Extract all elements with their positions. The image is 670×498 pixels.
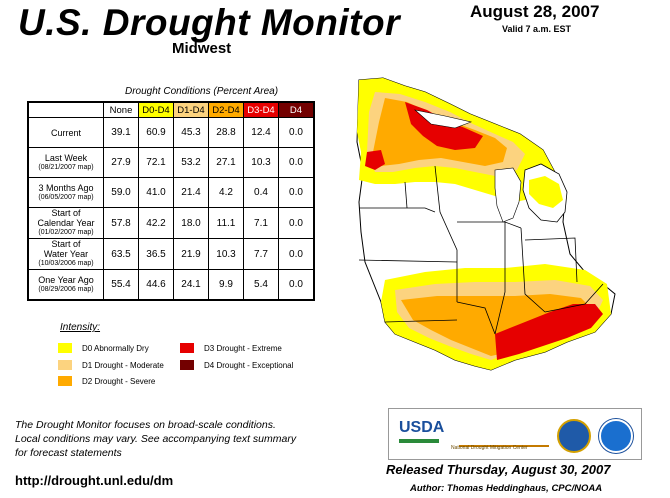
row-label: One Year Ago (08/29/2006 map) [27,269,104,301]
author: Author: Thomas Heddinghaus, CPC/NOAA [410,483,603,494]
col-header-d1-d4: D1-D4 [173,101,209,118]
map-title: U.S. Drought Monitor [18,2,400,43]
legend-swatch [58,343,72,353]
col-header-d0-d4: D0-D4 [138,101,174,118]
table-row: 3 Months Ago (06/05/2007 map) 59.0 41.0 2… [27,177,315,208]
map-date: August 28, 2007 [470,2,600,21]
table-cell: 41.0 [138,177,174,208]
note-line: The Drought Monitor focuses on broad-sca… [15,419,276,431]
row-label: Start of Calendar Year (01/02/2007 map) [27,207,104,239]
table-row: Current 39.1 60.9 45.3 28.8 12.4 0.0 [27,117,315,148]
legend-item-d2: D2 Drought - Severe [58,376,155,386]
lake-michigan [494,167,522,223]
commerce-seal-icon [557,419,591,453]
col-header-none: None [103,101,139,118]
table-cell: 60.9 [138,117,174,148]
legend-label: D1 Drought - Moderate [82,360,164,370]
legend-item-d3: D3 Drought - Extreme [180,343,282,353]
table-cell: 0.0 [278,269,315,301]
ndmc-logo: National Drought Mitigation Center [451,445,528,451]
table-cell: 21.9 [173,238,209,270]
usda-logo-stripe [399,439,439,443]
table-cell: 10.3 [243,147,279,178]
table-cell: 12.4 [243,117,279,148]
table-cell: 45.3 [173,117,209,148]
table-cell: 24.1 [173,269,209,301]
table-row: Start of Calendar Year (01/02/2007 map) 5… [27,207,315,239]
legend-label: D4 Drought - Exceptional [204,360,294,370]
legend-swatch [180,343,194,353]
legend-item-d1: D1 Drought - Moderate [58,360,164,370]
table-cell: 72.1 [138,147,174,178]
drought-stats-table: None D0-D4 D1-D4 D2-D4 D3-D4 D4 Current … [27,101,315,301]
table-cell: 9.9 [208,269,244,301]
legend-label: D3 Drought - Extreme [204,343,282,353]
legend-title: Intensity: [60,322,101,333]
lake-superior [413,109,473,129]
table-cell: 42.2 [138,207,174,239]
table-cell: 57.8 [103,207,139,239]
table-cell: 7.7 [243,238,279,270]
footer-note: The Drought Monitor focuses on broad-sca… [15,418,296,460]
table-caption: Drought Conditions (Percent Area) [125,86,279,97]
table-row: One Year Ago (08/29/2006 map) 55.4 44.6 2… [27,269,315,301]
table-cell: 59.0 [103,177,139,208]
table-row: Last Week (08/21/2007 map) 27.9 72.1 53.2… [27,147,315,178]
d0-michigan [529,176,563,208]
table-cell: 0.4 [243,177,279,208]
table-cell: 7.1 [243,207,279,239]
row-label: Current [27,117,104,148]
table-cell: 27.9 [103,147,139,178]
region-name: Midwest [172,40,232,57]
website-link[interactable]: http://drought.unl.edu/dm [15,473,174,488]
state-borders [358,165,604,335]
usda-logo: USDA [399,419,445,436]
table-cell: 5.4 [243,269,279,301]
col-header-d2-d4: D2-D4 [208,101,244,118]
table-cell: 18.0 [173,207,209,239]
row-label: Start of Water Year (10/03/2006 map) [27,238,104,270]
table-cell: 11.1 [208,207,244,239]
table-cell: 39.1 [103,117,139,148]
table-header-row: None D0-D4 D1-D4 D2-D4 D3-D4 D4 [28,101,315,118]
table-corner [28,102,104,118]
col-header-d4: D4 [278,101,315,118]
table-cell: 44.6 [138,269,174,301]
table-row: Start of Water Year (10/03/2006 map) 63.5… [27,238,315,270]
noaa-logo-icon [599,419,633,453]
legend-swatch [180,360,194,370]
table-cell: 0.0 [278,147,315,178]
d3-south [495,304,603,360]
table-cell: 0.0 [278,207,315,239]
table-cell: 55.4 [103,269,139,301]
partner-logos: USDA National Drought Mitigation Center [388,408,642,460]
d3-wisconsin [365,150,385,170]
legend-label: D2 Drought - Severe [82,376,156,386]
legend-swatch [58,360,72,370]
note-line: Local conditions may vary. See accompany… [15,433,297,445]
note-line: for forecast statements [15,447,122,459]
table-cell: 10.3 [208,238,244,270]
row-label: 3 Months Ago (06/05/2007 map) [27,177,104,208]
table-cell: 4.2 [208,177,244,208]
table-cell: 63.5 [103,238,139,270]
legend-label: D0 Abnormally Dry [82,343,149,353]
table-cell: 0.0 [278,238,315,270]
drought-map [356,77,616,371]
table-cell: 28.8 [208,117,244,148]
table-cell: 21.4 [173,177,209,208]
legend-item-d0: D0 Abnormally Dry [58,343,149,353]
table-cell: 27.1 [208,147,244,178]
row-label: Last Week (08/21/2007 map) [27,147,104,178]
legend-item-d4: D4 Drought - Exceptional [180,360,293,370]
legend-swatch [58,376,72,386]
table-cell: 0.0 [278,177,315,208]
col-header-d3-d4: D3-D4 [243,101,279,118]
table-cell: 36.5 [138,238,174,270]
table-cell: 53.2 [173,147,209,178]
release-date: Released Thursday, August 30, 2007 [386,462,611,477]
ndmc-logo-graphic [459,419,549,447]
table-cell: 0.0 [278,117,315,148]
valid-time: Valid 7 a.m. EST [502,24,572,34]
